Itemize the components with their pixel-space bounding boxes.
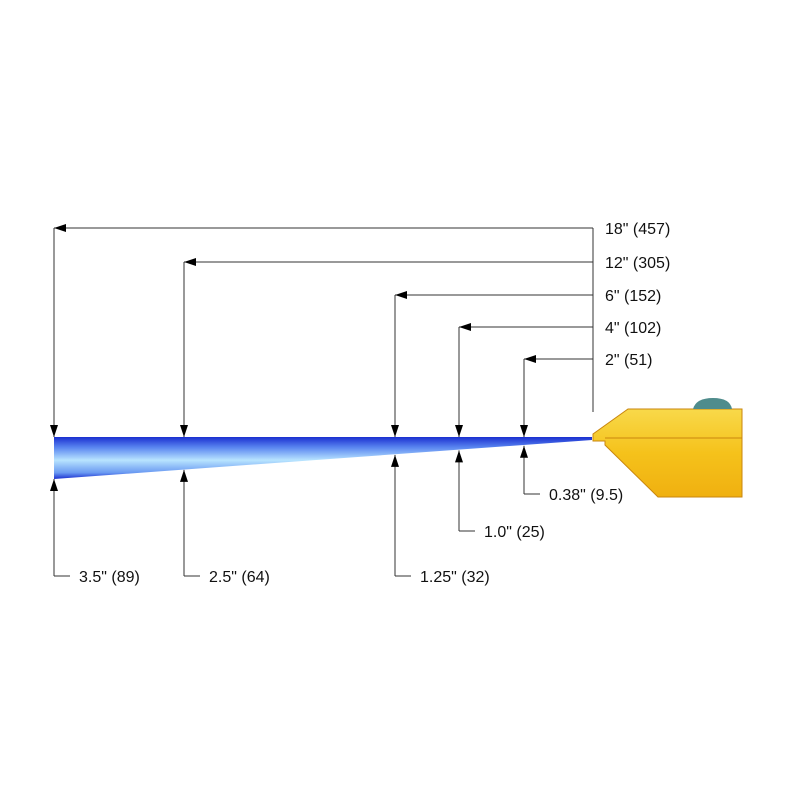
distance-label: 4" (102)	[605, 320, 661, 337]
width-label: 3.5" (89)	[79, 569, 140, 586]
distance-label: 12" (305)	[605, 255, 670, 272]
nozzle-cap	[693, 398, 732, 409]
distance-label: 18" (457)	[605, 221, 670, 238]
distance-label: 2" (51)	[605, 352, 652, 369]
nozzle	[592, 398, 743, 498]
width-label: 2.5" (64)	[209, 569, 270, 586]
width-label: 1.25" (32)	[420, 569, 490, 586]
distance-label: 6" (152)	[605, 288, 661, 305]
spray-fan	[54, 437, 592, 479]
width-label: 0.38" (9.5)	[549, 487, 623, 504]
width-label: 1.0" (25)	[484, 524, 545, 541]
